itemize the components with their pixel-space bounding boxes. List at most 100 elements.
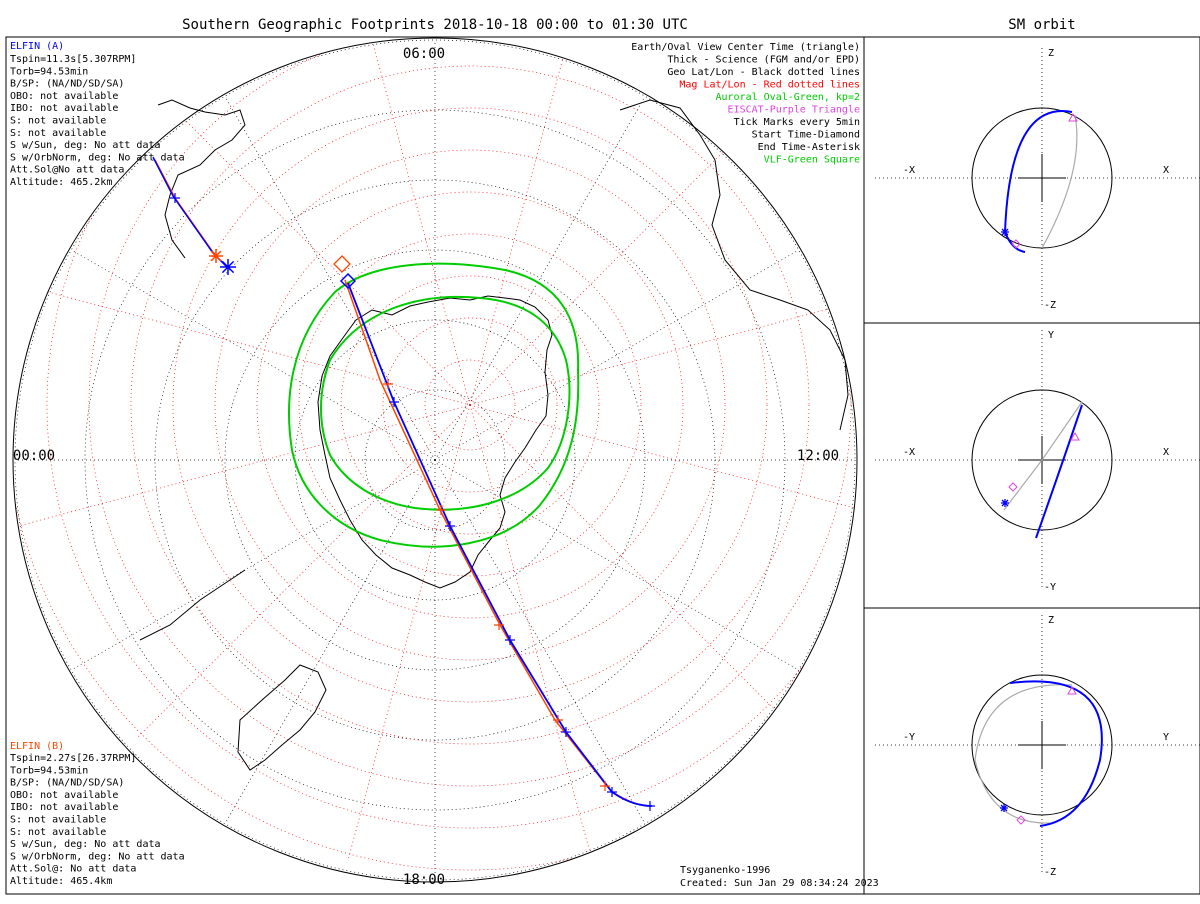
tick-mark-b xyxy=(600,781,610,791)
orbit-2-gray xyxy=(1003,401,1083,511)
elfin-b-lines: Tspin=2.27s[26.37RPM]Torb=94.53min B/SP: … xyxy=(10,753,185,887)
elfin-a-info-line: S w/OrbNorm, deg: No att data xyxy=(10,152,185,163)
orbit-panels-frame xyxy=(863,36,1200,895)
earth-circle xyxy=(971,389,1113,531)
elfin-a-info-line: B/SP: (NA/ND/SD/SA) xyxy=(10,79,124,90)
orbit-label-top: Z xyxy=(1048,615,1054,626)
track-b-segment-1 xyxy=(154,159,229,269)
geo-grid xyxy=(14,39,856,881)
map-frame xyxy=(5,36,865,895)
orbit-2-asterisk xyxy=(1001,499,1009,507)
coastline-south-pacific xyxy=(139,569,246,641)
orbit-label-right: X xyxy=(1163,165,1169,176)
end-asterisk-a xyxy=(220,259,236,275)
mag-lon-line xyxy=(137,72,471,406)
geo-lon-line xyxy=(71,459,436,671)
mag-lat-circle xyxy=(172,107,768,703)
tick-mark-a xyxy=(389,397,399,407)
track-a-segment-1 xyxy=(152,156,227,267)
coastline-africa xyxy=(619,99,849,431)
elfin-a-info-line: OBO: not available xyxy=(10,91,118,102)
tick-mark-b xyxy=(383,379,393,389)
elfin-b-info-line: Altitude: 465.4km xyxy=(10,876,112,887)
legend-entry: Auroral Oval-Green, kp=2 xyxy=(716,92,861,103)
coastline-australia xyxy=(237,664,327,771)
clock-label-bottom: 18:00 xyxy=(403,872,445,888)
elfin-a-info: ELFIN (A) Tspin=11.3s[5.307RPM]Torb=94.5… xyxy=(10,41,185,188)
orbit-2-diamond xyxy=(1008,482,1018,492)
legend-entry: Start Time-Diamond xyxy=(752,130,860,141)
geo-lon-line xyxy=(434,96,646,461)
tick-mark-a xyxy=(645,801,655,811)
tick-mark-a xyxy=(561,727,571,737)
orbit-1-gray xyxy=(1041,114,1078,249)
orbit-3-blue xyxy=(1009,680,1103,827)
tick-mark-a xyxy=(505,635,515,645)
orbit-label-bottom: -Z xyxy=(1044,300,1056,311)
plot-title: Southern Geographic Footprints 2018-10-1… xyxy=(182,17,688,33)
orbit-label-left: -X xyxy=(903,447,915,458)
model-name: Tsyganenko-1996 xyxy=(680,865,770,876)
orbit-panel-3: Z -Z -Y Y xyxy=(875,615,1200,878)
orbit-label-right: X xyxy=(1163,447,1169,458)
tick-mark-b xyxy=(436,505,446,515)
legend-entry: EISCAT-Purple Triangle xyxy=(728,105,860,116)
tick-mark-a xyxy=(170,193,180,203)
orbit-1-blue xyxy=(1003,110,1073,253)
elfin-a-lines: Tspin=11.3s[5.307RPM]Torb=94.53min B/SP: … xyxy=(10,54,185,188)
legend-entry: Earth/Oval View Center Time (triangle) xyxy=(631,42,860,53)
mag-grid xyxy=(13,38,857,871)
tick-mark-a xyxy=(445,521,455,531)
elfin-b-info-line: Tspin=2.27s[26.37RPM] xyxy=(10,753,136,764)
elfin-b-info-line: S: not available xyxy=(10,827,106,838)
start-diamond-b xyxy=(333,255,351,273)
orbit-label-right: Y xyxy=(1163,732,1169,743)
orbit-3-diamond xyxy=(1016,815,1026,825)
orbit-title: SM orbit xyxy=(1008,17,1075,33)
end-asterisk-b xyxy=(209,249,223,263)
orbit-3-gray xyxy=(974,684,1073,824)
elfin-a-info-line: S w/Sun, deg: No att data xyxy=(10,140,161,151)
orbit-panel-2: Y -Y -X X xyxy=(875,330,1200,593)
elfin-a-info-line: IBO: not available xyxy=(10,103,118,114)
orbit-1-diamond xyxy=(1011,239,1021,249)
orbit-label-bottom: -Z xyxy=(1044,867,1056,878)
orbit-1-asterisk xyxy=(1001,228,1009,236)
orbit-panel-1: Z -Z -X X xyxy=(875,48,1200,311)
legend-entry: Thick - Science (FGM and/or EPD) xyxy=(667,55,860,66)
auroral-ovals xyxy=(288,262,580,548)
clock-label-right: 12:00 xyxy=(797,448,839,464)
elfin-a-info-line: Tspin=11.3s[5.307RPM] xyxy=(10,54,136,65)
orbit-2-blue xyxy=(1035,404,1083,539)
elfin-b-info-line: S w/OrbNorm, deg: No att data xyxy=(10,851,185,862)
mag-lon-line xyxy=(469,283,857,406)
mag-lat-circle xyxy=(88,38,852,787)
elfin-b-info-line: Torb=94.53min xyxy=(10,765,88,776)
mag-lon-line xyxy=(15,404,471,527)
geo-lat-circle xyxy=(84,109,786,811)
clock-label-left: 00:00 xyxy=(13,448,55,464)
map-boundary xyxy=(12,37,858,883)
mag-lat-circle xyxy=(130,65,810,745)
elfin-a-info-line: Att.Sol@No att data xyxy=(10,165,124,176)
orbit-label-top: Y xyxy=(1048,330,1054,341)
mag-lon-line xyxy=(137,404,471,738)
elfin-a-info-line: Altitude: 465.2km xyxy=(10,177,112,188)
orbit-label-top: Z xyxy=(1048,48,1054,59)
tick-mark-b xyxy=(494,620,504,630)
tick-mark-b xyxy=(553,715,563,725)
legend-entry: Tick Marks every 5min xyxy=(734,117,860,128)
auroral-oval-outer xyxy=(288,262,580,548)
geo-lon-line xyxy=(71,249,436,461)
mag-lat-circle xyxy=(46,38,857,829)
mag-lon-line xyxy=(469,404,592,860)
auroral-oval-inner xyxy=(320,295,571,511)
start-diamond-a xyxy=(339,272,357,290)
created-stamp: Created: Sun Jan 29 08:34:24 2023 xyxy=(680,878,879,889)
satellite-tracks xyxy=(152,156,655,811)
coastlines xyxy=(139,99,849,771)
mag-lat-circle xyxy=(340,275,600,535)
mag-lat-circle xyxy=(424,359,516,451)
elfin-a-name: ELFIN (A) xyxy=(10,41,64,52)
